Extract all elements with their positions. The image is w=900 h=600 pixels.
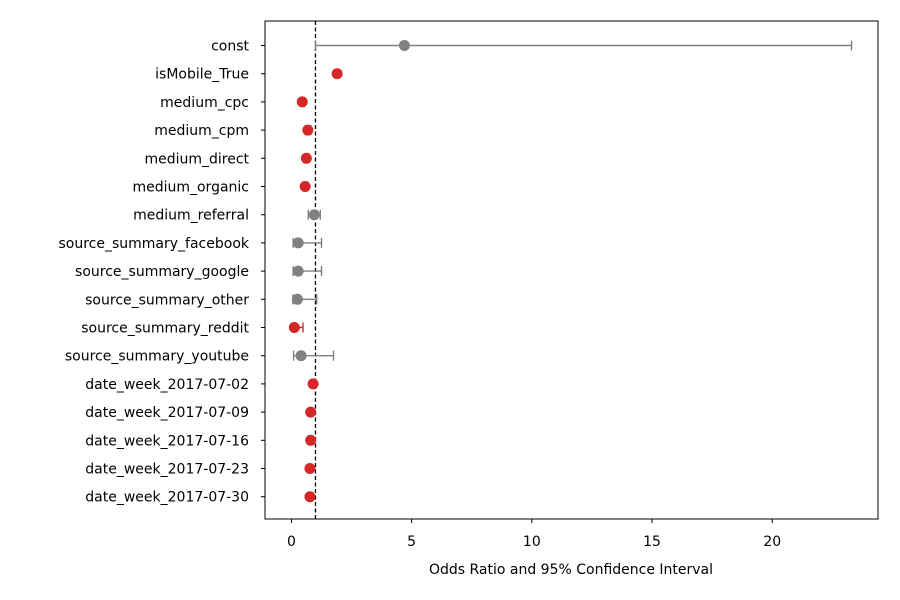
y-tick-marks <box>261 45 265 498</box>
x-axis-label: Odds Ratio and 95% Confidence Interval <box>429 562 713 578</box>
y-tick-label: date_week_2017-07-16 <box>85 433 249 449</box>
odds-ratio-point <box>291 293 303 305</box>
y-tick-label: source_summary_youtube <box>65 349 249 365</box>
odds-ratio-point <box>300 152 312 164</box>
odds-ratio-point <box>288 322 300 333</box>
odds-ratio-point <box>331 68 343 80</box>
odds-ratio-point <box>296 96 308 108</box>
y-tick-label: const <box>211 39 249 55</box>
odds-ratio-point <box>304 463 316 474</box>
x-tick-label: 0 <box>287 534 296 550</box>
odds-ratio-point <box>308 209 320 221</box>
plot-background <box>265 21 878 519</box>
y-tick-label: medium_cpm <box>154 123 249 139</box>
y-tick-label: medium_direct <box>144 151 249 167</box>
x-tick-label: 15 <box>643 534 661 550</box>
y-tick-label: source_summary_facebook <box>59 236 250 252</box>
odds-ratio-point <box>307 378 319 390</box>
y-tick-labels: const isMobile_True medium_cpc medium_cpmme… <box>59 39 250 506</box>
odds-ratio-point <box>302 124 314 136</box>
odds-ratio-point <box>292 265 304 277</box>
x-tick-marks <box>290 519 773 523</box>
odds-ratio-point <box>304 491 316 503</box>
odds-ratio-points <box>288 40 410 503</box>
x-tick-label: 10 <box>523 534 541 550</box>
y-tick-label: medium_cpc <box>160 95 249 111</box>
odds-ratio-point <box>295 350 307 362</box>
odds-ratio-point <box>305 434 317 446</box>
plot-frame <box>264 20 879 520</box>
odds-ratio-point <box>299 181 311 192</box>
odds-ratio-point <box>398 40 410 51</box>
y-tick-label: date_week_2017-07-09 <box>85 405 249 421</box>
y-tick-label: medium_organic <box>132 180 249 196</box>
y-tick-label: source_summary_other <box>85 292 249 308</box>
y-tick-label: source_summary_reddit <box>81 321 249 337</box>
y-tick-label: date_week_2017-07-02 <box>85 377 249 393</box>
y-tick-label: date_week_2017-07-30 <box>85 490 249 506</box>
y-tick-label: date_week_2017-07-23 <box>85 462 249 478</box>
odds-ratio-point <box>305 406 317 418</box>
odds-ratio-point <box>292 237 304 249</box>
x-tick-label: 5 <box>407 534 416 550</box>
x-tick-label: 20 <box>763 534 781 550</box>
y-tick-label: source_summary_google <box>75 264 249 280</box>
y-tick-label: isMobile_True <box>155 67 249 83</box>
y-tick-label: medium_referral <box>133 208 249 224</box>
x-tick-labels: 0 5 10 15 20 <box>287 534 781 550</box>
